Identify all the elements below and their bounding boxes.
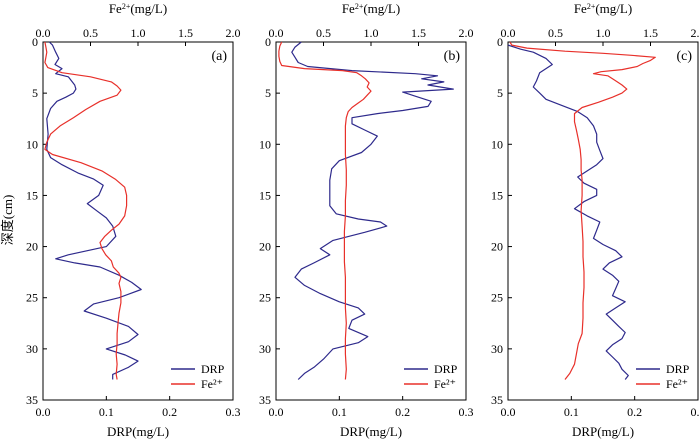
fe-tick-label: 1.0 xyxy=(596,26,611,40)
drp-tick-label: 0.1 xyxy=(332,405,347,419)
fe-axis-title: Fe2+(mg/L) xyxy=(109,1,167,16)
fe-tick-label: 1.0 xyxy=(364,26,379,40)
legend-label: Fe²⁺ xyxy=(434,377,456,391)
depth-tick-label: 15 xyxy=(259,188,271,202)
depth-tick-label: 30 xyxy=(491,342,503,356)
drp-tick-label: 0.0 xyxy=(501,405,516,419)
fe-tick-label: 0.5 xyxy=(316,26,331,40)
depth-tick-label: 10 xyxy=(259,137,271,151)
depth-tick-label: 15 xyxy=(26,188,38,202)
fe-tick-label: 0.0 xyxy=(269,26,284,40)
fe-series-line xyxy=(44,41,128,380)
depth-tick-label: 5 xyxy=(32,86,38,100)
depth-tick-label: 10 xyxy=(26,137,38,151)
legend-label: Fe²⁺ xyxy=(666,377,688,391)
fe-tick-label: 0.0 xyxy=(36,26,51,40)
legend-label: DRP xyxy=(666,362,690,376)
drp-tick-label: 0.3 xyxy=(226,405,241,419)
drp-tick-label: 0.2 xyxy=(395,405,410,419)
depth-tick-label: 0 xyxy=(497,35,503,49)
drp-axis-title: DRP(mg/L) xyxy=(107,424,169,439)
fe-tick-label: 0.5 xyxy=(83,26,98,40)
panel-label: (c) xyxy=(676,49,692,64)
depth-tick-label: 35 xyxy=(26,393,38,407)
fe-tick-label: 1.5 xyxy=(643,26,658,40)
fe-tick-label: 2.0 xyxy=(459,26,474,40)
fe-tick-label: 1.5 xyxy=(178,26,193,40)
depth-tick-label: 25 xyxy=(259,291,271,305)
depth-tick-label: 10 xyxy=(491,137,503,151)
y-axis-label: 深度(cm) xyxy=(0,195,15,246)
depth-tick-label: 30 xyxy=(26,342,38,356)
fe-series-line xyxy=(278,41,372,380)
drp-tick-label: 0.0 xyxy=(269,405,284,419)
plot-frame xyxy=(507,41,699,401)
depth-tick-label: 5 xyxy=(497,86,503,100)
drp-axis-title: DRP(mg/L) xyxy=(572,424,634,439)
depth-tick-label: 0 xyxy=(265,35,271,49)
depth-tick-label: 35 xyxy=(259,393,271,407)
fe-tick-label: 2.0 xyxy=(691,26,700,40)
drp-tick-label: 0.3 xyxy=(459,405,474,419)
legend-label: DRP xyxy=(201,362,225,376)
plot-frame xyxy=(42,41,234,401)
depth-tick-label: 20 xyxy=(491,240,503,254)
drp-axis-title: DRP(mg/L) xyxy=(340,424,402,439)
depth-tick-label: 25 xyxy=(491,291,503,305)
drp-tick-label: 0.2 xyxy=(162,405,177,419)
fe-tick-label: 0.0 xyxy=(501,26,516,40)
panel-label: (b) xyxy=(444,49,461,64)
legend-label: DRP xyxy=(434,362,458,376)
drp-tick-label: 0.1 xyxy=(564,405,579,419)
drp-series-line xyxy=(507,44,629,380)
drp-tick-label: 0.3 xyxy=(691,405,700,419)
fe-tick-label: 2.0 xyxy=(226,26,241,40)
legend-label: Fe²⁺ xyxy=(201,377,223,391)
depth-tick-label: 30 xyxy=(259,342,271,356)
depth-tick-label: 0 xyxy=(32,35,38,49)
depth-tick-label: 20 xyxy=(259,240,271,254)
fe-tick-label: 1.0 xyxy=(131,26,146,40)
drp-tick-label: 0.2 xyxy=(627,405,642,419)
fe-axis-title: Fe2+(mg/L) xyxy=(574,1,632,16)
fe-tick-label: 0.5 xyxy=(548,26,563,40)
depth-tick-label: 20 xyxy=(26,240,38,254)
panel-3: 051015202530350.00.10.20.3DRP(mg/L)0.00.… xyxy=(491,1,700,439)
fe-tick-label: 1.5 xyxy=(411,26,426,40)
depth-tick-label: 15 xyxy=(491,188,503,202)
fe-series-line xyxy=(509,41,656,380)
drp-series-line xyxy=(46,41,142,380)
fe-axis-title: Fe2+(mg/L) xyxy=(342,1,400,16)
depth-tick-label: 35 xyxy=(491,393,503,407)
drp-tick-label: 0.0 xyxy=(36,405,51,419)
drp-tick-label: 0.1 xyxy=(99,405,114,419)
depth-tick-label: 25 xyxy=(26,291,38,305)
depth-tick-label: 5 xyxy=(265,86,271,100)
panel-label: (a) xyxy=(211,49,227,64)
drp-series-line xyxy=(291,41,454,380)
